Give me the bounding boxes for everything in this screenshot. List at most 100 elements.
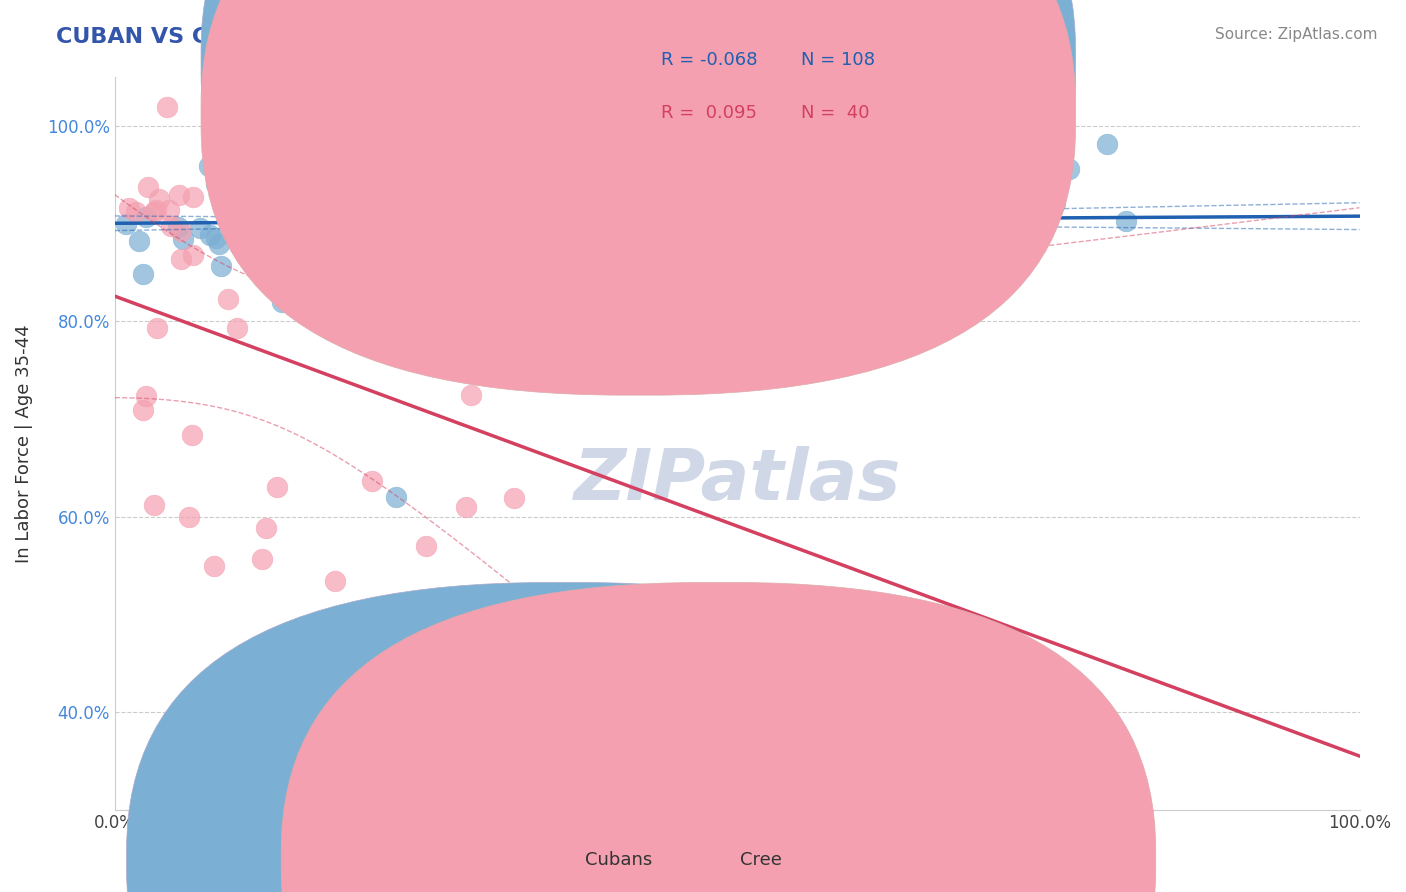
Point xyxy=(458,345,481,359)
Text: CUBAN VS CREE IN LABOR FORCE | AGE 35-44 CORRELATION CHART: CUBAN VS CREE IN LABOR FORCE | AGE 35-44… xyxy=(56,27,900,48)
Point xyxy=(1001,258,1024,272)
Point xyxy=(188,221,211,235)
Point xyxy=(198,159,221,173)
Point xyxy=(360,205,382,219)
Point xyxy=(328,216,350,230)
Point xyxy=(1115,214,1137,228)
Point xyxy=(305,296,328,310)
Point xyxy=(339,171,361,186)
Point xyxy=(205,231,228,245)
Point xyxy=(249,167,271,181)
Point xyxy=(363,697,385,711)
Point xyxy=(637,208,659,222)
Point xyxy=(352,201,374,215)
Point xyxy=(181,190,204,204)
Point xyxy=(413,210,436,224)
Text: Source: ZipAtlas.com: Source: ZipAtlas.com xyxy=(1215,27,1378,42)
Point xyxy=(290,646,312,660)
Point xyxy=(260,175,283,189)
Point xyxy=(172,231,194,245)
Point xyxy=(440,160,463,174)
Point xyxy=(776,232,799,246)
Point xyxy=(148,192,170,206)
Point xyxy=(785,171,807,186)
Point xyxy=(904,209,927,223)
Point xyxy=(456,500,478,514)
Text: R =  0.095: R = 0.095 xyxy=(661,104,756,122)
Point xyxy=(489,181,512,195)
Point xyxy=(682,148,704,162)
Point xyxy=(444,202,467,217)
Point xyxy=(815,299,838,313)
Point xyxy=(404,186,426,200)
Point xyxy=(605,218,627,232)
Point xyxy=(322,206,344,220)
Point xyxy=(910,216,932,230)
Point xyxy=(644,176,666,190)
Point xyxy=(612,231,634,245)
Text: Cree: Cree xyxy=(740,851,782,869)
Point xyxy=(404,295,426,310)
Point xyxy=(253,256,276,270)
Point xyxy=(693,192,716,206)
Point xyxy=(240,219,263,233)
Point xyxy=(1057,162,1080,177)
Point xyxy=(503,491,526,505)
Point xyxy=(434,201,457,215)
Point xyxy=(1007,208,1029,222)
Point xyxy=(586,180,609,194)
Point xyxy=(204,178,226,192)
Point xyxy=(862,207,884,221)
Point xyxy=(259,271,281,285)
Point xyxy=(157,203,180,218)
Point xyxy=(132,267,155,281)
Point xyxy=(537,301,560,316)
Point xyxy=(209,259,232,273)
Point xyxy=(506,162,529,177)
Point xyxy=(659,249,682,263)
Point xyxy=(323,574,346,588)
Point xyxy=(167,187,190,202)
Point xyxy=(897,296,920,310)
Point xyxy=(291,153,314,168)
Point xyxy=(650,230,672,244)
Point xyxy=(135,211,157,225)
Point xyxy=(273,171,295,186)
Point xyxy=(198,227,221,242)
Point xyxy=(115,217,138,231)
Point xyxy=(252,239,274,253)
Point xyxy=(118,201,141,215)
Point xyxy=(125,205,148,219)
Text: R = -0.068: R = -0.068 xyxy=(661,51,758,69)
Point xyxy=(1043,195,1066,210)
Point xyxy=(814,252,837,266)
Point xyxy=(432,219,454,234)
Point xyxy=(508,169,530,183)
Point xyxy=(145,203,167,218)
Point xyxy=(167,219,190,234)
Point xyxy=(218,202,240,217)
Point xyxy=(737,179,759,194)
Point xyxy=(307,222,329,236)
Point xyxy=(399,183,422,197)
Text: Cubans: Cubans xyxy=(585,851,652,869)
Point xyxy=(281,100,304,114)
Point xyxy=(433,156,456,170)
Point xyxy=(555,199,578,213)
Point xyxy=(170,224,193,238)
Point xyxy=(217,292,239,306)
Point xyxy=(260,208,283,222)
Point xyxy=(630,234,652,248)
Point xyxy=(202,558,225,573)
Point xyxy=(360,474,382,488)
Point xyxy=(340,173,363,187)
Point xyxy=(159,219,181,233)
Point xyxy=(765,214,787,228)
Point xyxy=(214,177,236,191)
Point xyxy=(1014,200,1036,214)
Point xyxy=(271,294,294,309)
Point xyxy=(354,151,377,165)
Point xyxy=(650,277,672,291)
Point xyxy=(132,402,155,417)
Point xyxy=(322,234,344,248)
